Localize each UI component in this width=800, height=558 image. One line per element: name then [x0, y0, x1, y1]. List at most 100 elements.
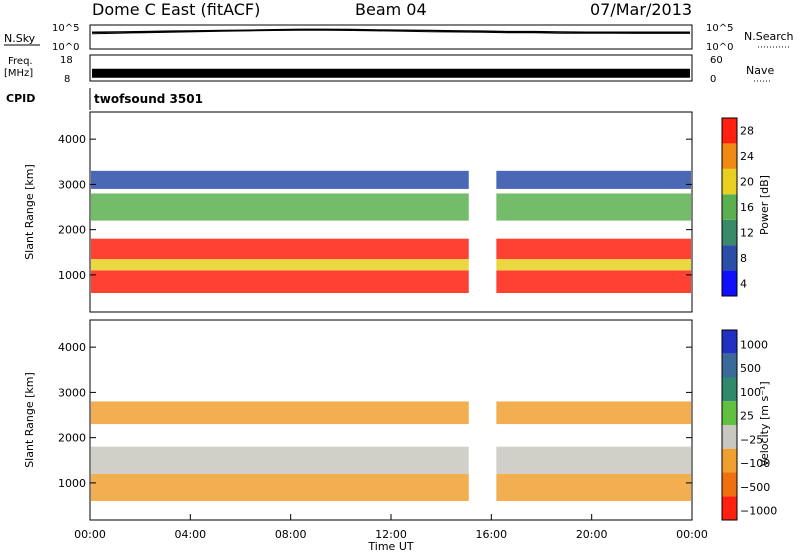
y-tick-label: 4000	[58, 341, 86, 354]
colorbar-tick-label: −500	[740, 481, 770, 494]
freq-right-tick-bottom: 0	[710, 74, 716, 85]
beam-label: Beam 04	[355, 0, 427, 19]
freq-frame	[89, 54, 693, 82]
x-tick-label: 12:00	[375, 528, 407, 541]
colorbar-segment	[722, 219, 737, 246]
nsky-series-group	[91, 28, 690, 35]
x-tick-label: 00:00	[676, 528, 708, 541]
range-band	[496, 473, 691, 501]
range-band	[91, 446, 469, 474]
colorbar-segment	[722, 496, 737, 520]
nsky-left-label: N.Sky	[4, 32, 36, 45]
power-y-axis: 1000 2000 3000 4000	[58, 133, 692, 282]
colorbar-tick-label: 12	[740, 226, 754, 239]
freq-tick-bottom: 8	[64, 74, 70, 85]
colorbar-frame	[721, 117, 738, 297]
colorbar-tick-label: 4	[740, 277, 747, 290]
x-tick-label: 20:00	[576, 528, 608, 541]
nsky-tick-top: 10^5	[52, 23, 79, 34]
colorbar-segment	[722, 330, 737, 354]
colorbar-frame	[721, 329, 738, 521]
plot-title: Dome C East (fitACF)	[92, 0, 260, 19]
freq-label-line2: [MHz]	[4, 68, 33, 79]
colorbar-tick-label: 1000	[740, 338, 768, 351]
range-band	[91, 170, 469, 189]
x-tick-label: 04:00	[174, 528, 206, 541]
colorbar-segment	[722, 143, 737, 169]
freq-right-tick-top: 60	[710, 55, 723, 66]
colorbar-tick-label: 16	[740, 201, 754, 214]
nsky-series-line	[91, 29, 690, 35]
cpid-value: twofsound 3501	[94, 92, 203, 106]
velocity-y-axis: 1000 2000 3000 4000	[58, 341, 692, 490]
power-colorbar-label: Power [dB]	[758, 175, 771, 235]
velocity-colorbar-label: Velocity [m s⁻¹]	[758, 381, 771, 466]
y-tick-label: 1000	[58, 269, 86, 282]
x-tick-label: 00:00	[74, 528, 106, 541]
colorbar-segment	[722, 194, 737, 220]
y-tick-label: 3000	[58, 386, 86, 399]
range-band	[91, 401, 469, 425]
colorbar-segment	[722, 425, 737, 449]
colorbar-segment	[722, 118, 737, 144]
y-tick-label: 1000	[58, 477, 86, 490]
colorbar-tick-label: 24	[740, 150, 754, 163]
range-band	[91, 193, 469, 221]
nsky-frame	[89, 24, 693, 50]
x-tick-label: 08:00	[275, 528, 307, 541]
velocity-panel: 1000 2000 3000 4000 Slant Range [km] 1000 50…	[23, 319, 777, 553]
y-tick-label: 3000	[58, 178, 86, 191]
x-tick-label: 16:00	[475, 528, 507, 541]
colorbar-tick-label: 500	[740, 362, 761, 375]
colorbar-segment	[722, 270, 737, 296]
range-band	[496, 259, 691, 271]
y-tick-label: 2000	[58, 224, 86, 237]
colorbar-tick-label: −25	[740, 433, 763, 446]
colorbar-tick-label: 25	[740, 410, 754, 423]
freq-tick-top: 18	[60, 55, 73, 66]
nsky-right-tick-bottom: 10^0	[706, 42, 733, 53]
freq-label-line1: Freq.	[8, 56, 33, 67]
range-band	[91, 270, 469, 293]
freq-panel: Freq. [MHz] 18 8 60 0 Nave	[4, 54, 774, 85]
range-band	[496, 270, 691, 293]
time-xlabel: Time UT	[367, 540, 413, 553]
colorbar-tick-label: 8	[740, 252, 747, 265]
colorbar-tick-label: 28	[740, 125, 754, 138]
colorbar-tick-label: 100	[740, 386, 761, 399]
nsky-right-tick-top: 10^5	[706, 23, 733, 34]
colorbar-tick-label: −100	[740, 457, 770, 470]
range-band	[91, 473, 469, 501]
cpid-panel: CPID twofsound 3501	[6, 88, 203, 110]
colorbar-segment	[722, 401, 737, 425]
colorbar-tick-label: 20	[740, 176, 754, 189]
y-tick-label: 4000	[58, 133, 86, 146]
range-band	[91, 259, 469, 271]
nsky-right-label: N.Search	[744, 30, 794, 43]
nsky-series-line	[91, 28, 690, 34]
nave-label: Nave	[746, 64, 774, 77]
cpid-label: CPID	[6, 92, 35, 105]
nsky-tick-bottom: 10^0	[52, 42, 79, 53]
y-tick-label: 2000	[58, 432, 86, 445]
colorbar-segment	[722, 377, 737, 402]
power-panel: 1000 2000 3000 4000 Slant Range [km] 4 8 12 16…	[23, 111, 771, 313]
velocity-colorbar: 1000 500 100 25 −25 −100 −500 −1000	[721, 329, 777, 521]
time-x-axis: 00:00 04:00 08:00 12:00 16:00 20:00 00:00	[74, 514, 708, 541]
range-band	[91, 238, 469, 260]
power-heatmap	[91, 170, 691, 293]
velocity-heatmap	[91, 401, 691, 501]
range-band	[496, 446, 691, 474]
range-band	[496, 238, 691, 260]
nsky-panel: N.Sky 10^5 10^0 10^5 10^0 N.Search	[4, 23, 794, 53]
colorbar-segment	[722, 472, 737, 497]
colorbar-segment	[722, 353, 737, 378]
range-band	[496, 170, 691, 189]
range-band	[496, 193, 691, 221]
velocity-ylabel: Slant Range [km]	[23, 372, 36, 468]
date-label: 07/Mar/2013	[590, 0, 692, 19]
colorbar-segment	[722, 168, 737, 195]
power-ylabel: Slant Range [km]	[23, 164, 36, 260]
